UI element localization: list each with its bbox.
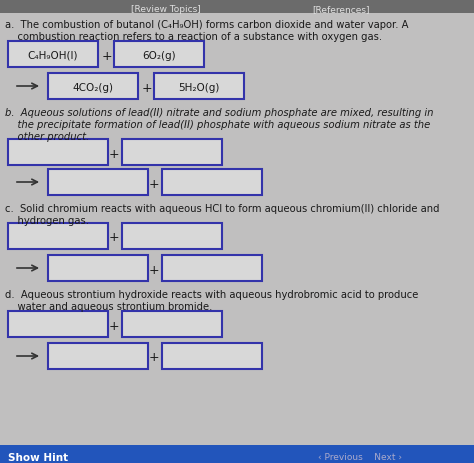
- Bar: [162, 169, 262, 195]
- Text: hydrogen gas.: hydrogen gas.: [5, 216, 89, 225]
- Text: ‹ Previous    Next ›: ‹ Previous Next ›: [318, 452, 402, 462]
- Bar: [48, 343, 148, 369]
- Bar: [154, 74, 244, 100]
- Bar: [0, 445, 474, 463]
- Text: +: +: [109, 319, 119, 332]
- Bar: [114, 42, 204, 68]
- Text: c.  Solid chromium reacts with aqueous HCl to form aqueous chromium(II) chloride: c. Solid chromium reacts with aqueous HC…: [5, 204, 439, 213]
- Bar: [162, 343, 262, 369]
- Bar: [8, 42, 98, 68]
- Bar: [8, 224, 108, 250]
- Text: +: +: [149, 263, 159, 276]
- Text: 4CO₂(g): 4CO₂(g): [73, 83, 113, 93]
- Bar: [48, 169, 148, 195]
- Text: +: +: [109, 147, 119, 160]
- Text: b.  Aqueous solutions of lead(II) nitrate and sodium phosphate are mixed, result: b. Aqueous solutions of lead(II) nitrate…: [5, 108, 434, 118]
- Bar: [162, 256, 262, 282]
- Bar: [48, 74, 138, 100]
- Text: other product.: other product.: [5, 131, 89, 142]
- Bar: [8, 311, 108, 337]
- Text: +: +: [149, 351, 159, 364]
- Text: 5H₂O(g): 5H₂O(g): [178, 83, 219, 93]
- Text: +: +: [109, 231, 119, 244]
- Text: water and aqueous strontium bromide.: water and aqueous strontium bromide.: [5, 301, 212, 311]
- Bar: [0, 0, 474, 14]
- Text: a.  The combustion of butanol (C₄H₉OH) forms carbon dioxide and water vapor. A: a. The combustion of butanol (C₄H₉OH) fo…: [5, 20, 409, 30]
- Bar: [122, 140, 222, 166]
- Bar: [8, 140, 108, 166]
- Text: C₄H₉OH(l): C₄H₉OH(l): [28, 51, 78, 61]
- Bar: [122, 224, 222, 250]
- Bar: [48, 256, 148, 282]
- Text: +: +: [102, 50, 112, 63]
- Text: Show Hint: Show Hint: [8, 452, 68, 462]
- Text: +: +: [149, 177, 159, 190]
- Text: combustion reaction refers to a reaction of a substance with oxygen gas.: combustion reaction refers to a reaction…: [5, 32, 382, 42]
- Text: the precipitate formation of lead(II) phosphate with aqueous sodium nitrate as t: the precipitate formation of lead(II) ph…: [5, 120, 430, 130]
- Text: d.  Aqueous strontium hydroxide reacts with aqueous hydrobromic acid to produce: d. Aqueous strontium hydroxide reacts wi…: [5, 289, 419, 300]
- Text: +: +: [142, 81, 152, 94]
- Text: 6O₂(g): 6O₂(g): [142, 51, 176, 61]
- Text: [Review Topics]: [Review Topics]: [131, 6, 201, 14]
- Bar: [122, 311, 222, 337]
- Text: [References]: [References]: [312, 6, 370, 14]
